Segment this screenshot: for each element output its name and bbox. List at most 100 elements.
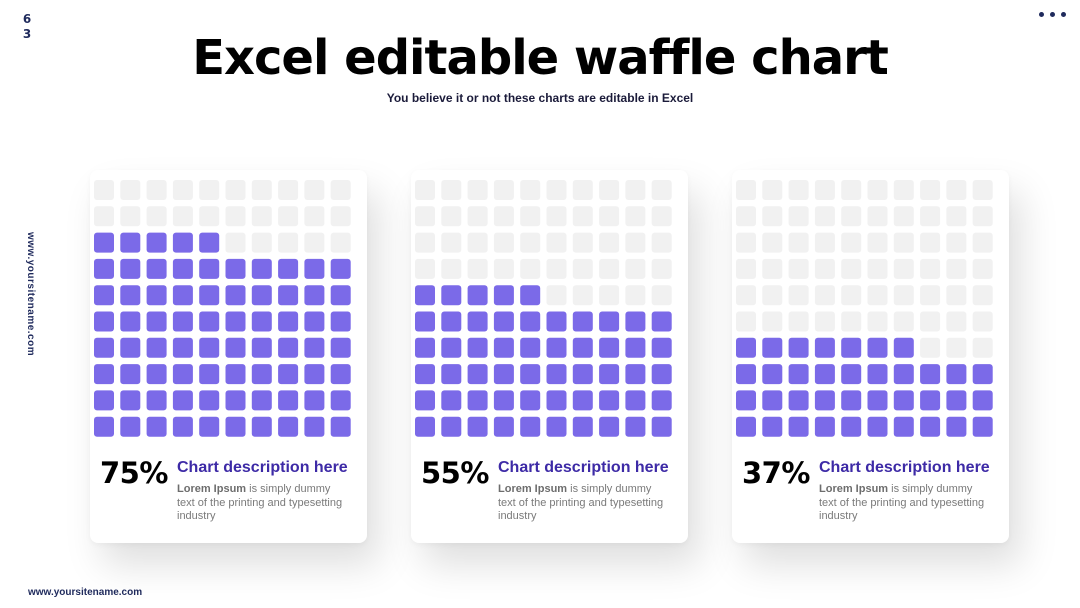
waffle-cell-empty	[330, 232, 351, 253]
chart-description-title: Chart description here	[819, 459, 990, 476]
waffle-cell-filled	[251, 258, 272, 279]
waffle-cell-empty	[841, 258, 862, 279]
waffle-cell-empty	[841, 206, 862, 227]
footer-website-url[interactable]: www.yoursitename.com	[28, 587, 143, 598]
waffle-cell-filled	[278, 337, 299, 358]
waffle-cell-empty	[814, 285, 835, 306]
waffle-cell-empty	[415, 180, 435, 200]
waffle-cell-filled	[572, 337, 593, 358]
waffle-cell-filled	[520, 416, 541, 437]
waffle-cell-empty	[972, 232, 993, 253]
waffle-cell-filled	[172, 416, 193, 437]
waffle-cell-filled	[920, 390, 941, 411]
waffle-cell-empty	[94, 180, 114, 200]
waffle-cell-filled	[330, 337, 351, 358]
waffle-cell-empty	[546, 206, 567, 227]
waffle-cell-filled	[120, 258, 141, 279]
waffle-cell-empty	[572, 232, 593, 253]
waffle-cell-filled	[172, 337, 193, 358]
waffle-cell-filled	[251, 337, 272, 358]
waffle-cell-empty	[330, 206, 351, 227]
waffle-cell-filled	[736, 337, 756, 358]
waffle-cell-filled	[599, 390, 620, 411]
chart-description-title: Chart description here	[498, 459, 669, 476]
waffle-cell-empty	[225, 180, 246, 200]
waffle-cell-filled	[572, 416, 593, 437]
waffle-cell-filled	[304, 337, 325, 358]
waffle-cell-empty	[841, 311, 862, 332]
waffle-cell-filled	[441, 311, 462, 332]
waffle-cell-filled	[867, 416, 888, 437]
waffle-cell-filled	[841, 337, 862, 358]
waffle-cell-filled	[572, 390, 593, 411]
more-options-icon[interactable]	[1039, 12, 1066, 17]
waffle-cell-empty	[467, 180, 488, 200]
percentage-label: 75%	[100, 456, 168, 490]
waffle-cell-empty	[625, 232, 646, 253]
waffle-cell-empty	[946, 180, 967, 200]
waffle-cell-filled	[651, 390, 672, 411]
waffle-cell-filled	[199, 258, 220, 279]
waffle-cell-empty	[251, 180, 272, 200]
waffle-cell-empty	[762, 311, 783, 332]
waffle-cell-empty	[946, 206, 967, 227]
waffle-cell-filled	[415, 337, 435, 358]
waffle-cell-empty	[762, 180, 783, 200]
waffle-cell-empty	[467, 258, 488, 279]
waffle-cell-filled	[146, 364, 167, 385]
waffle-cell-empty	[946, 337, 967, 358]
waffle-cell-filled	[251, 285, 272, 306]
waffle-cell-empty	[572, 206, 593, 227]
waffle-cell-filled	[467, 416, 488, 437]
waffle-cell-filled	[225, 285, 246, 306]
waffle-cell-empty	[520, 206, 541, 227]
waffle-cell-empty	[546, 232, 567, 253]
waffle-cell-filled	[251, 416, 272, 437]
waffle-cell-filled	[841, 416, 862, 437]
waffle-cell-empty	[920, 180, 941, 200]
waffle-chart-1	[94, 180, 351, 437]
waffle-cell-filled	[651, 337, 672, 358]
waffle-cell-filled	[493, 311, 514, 332]
waffle-cell-empty	[625, 258, 646, 279]
waffle-cell-empty	[946, 232, 967, 253]
waffle-cell-filled	[278, 390, 299, 411]
waffle-cell-empty	[172, 206, 193, 227]
page-title: Excel editable waffle chart	[192, 30, 889, 86]
waffle-cell-empty	[788, 180, 809, 200]
waffle-cell-filled	[199, 232, 220, 253]
waffle-cell-empty	[225, 206, 246, 227]
waffle-cell-empty	[625, 206, 646, 227]
waffle-cell-empty	[893, 180, 914, 200]
waffle-cell-filled	[172, 390, 193, 411]
waffle-cell-filled	[651, 311, 672, 332]
waffle-cell-empty	[599, 258, 620, 279]
waffle-cell-filled	[520, 337, 541, 358]
waffle-cell-filled	[599, 364, 620, 385]
description-bold: Lorem Ipsum	[498, 483, 568, 495]
waffle-cell-empty	[441, 180, 462, 200]
waffle-cell-filled	[493, 285, 514, 306]
waffle-cell-filled	[120, 390, 141, 411]
waffle-cell-empty	[493, 180, 514, 200]
waffle-cell-filled	[520, 390, 541, 411]
waffle-cell-empty	[972, 311, 993, 332]
waffle-cell-filled	[520, 364, 541, 385]
description-bold: Lorem Ipsum	[819, 483, 889, 495]
waffle-cell-empty	[546, 258, 567, 279]
waffle-cell-empty	[625, 285, 646, 306]
waffle-cell-filled	[441, 364, 462, 385]
waffle-cell-empty	[546, 180, 567, 200]
description-bold: Lorem Ipsum	[177, 483, 247, 495]
waffle-cell-empty	[225, 232, 246, 253]
waffle-cell-empty	[304, 232, 325, 253]
waffle-chart-3	[736, 180, 993, 437]
waffle-cell-filled	[304, 258, 325, 279]
waffle-cell-empty	[972, 180, 993, 200]
waffle-cell-empty	[493, 258, 514, 279]
waffle-cell-filled	[120, 337, 141, 358]
waffle-cell-empty	[441, 258, 462, 279]
waffle-cell-empty	[441, 232, 462, 253]
waffle-cell-empty	[736, 285, 756, 306]
waffle-cell-empty	[972, 285, 993, 306]
